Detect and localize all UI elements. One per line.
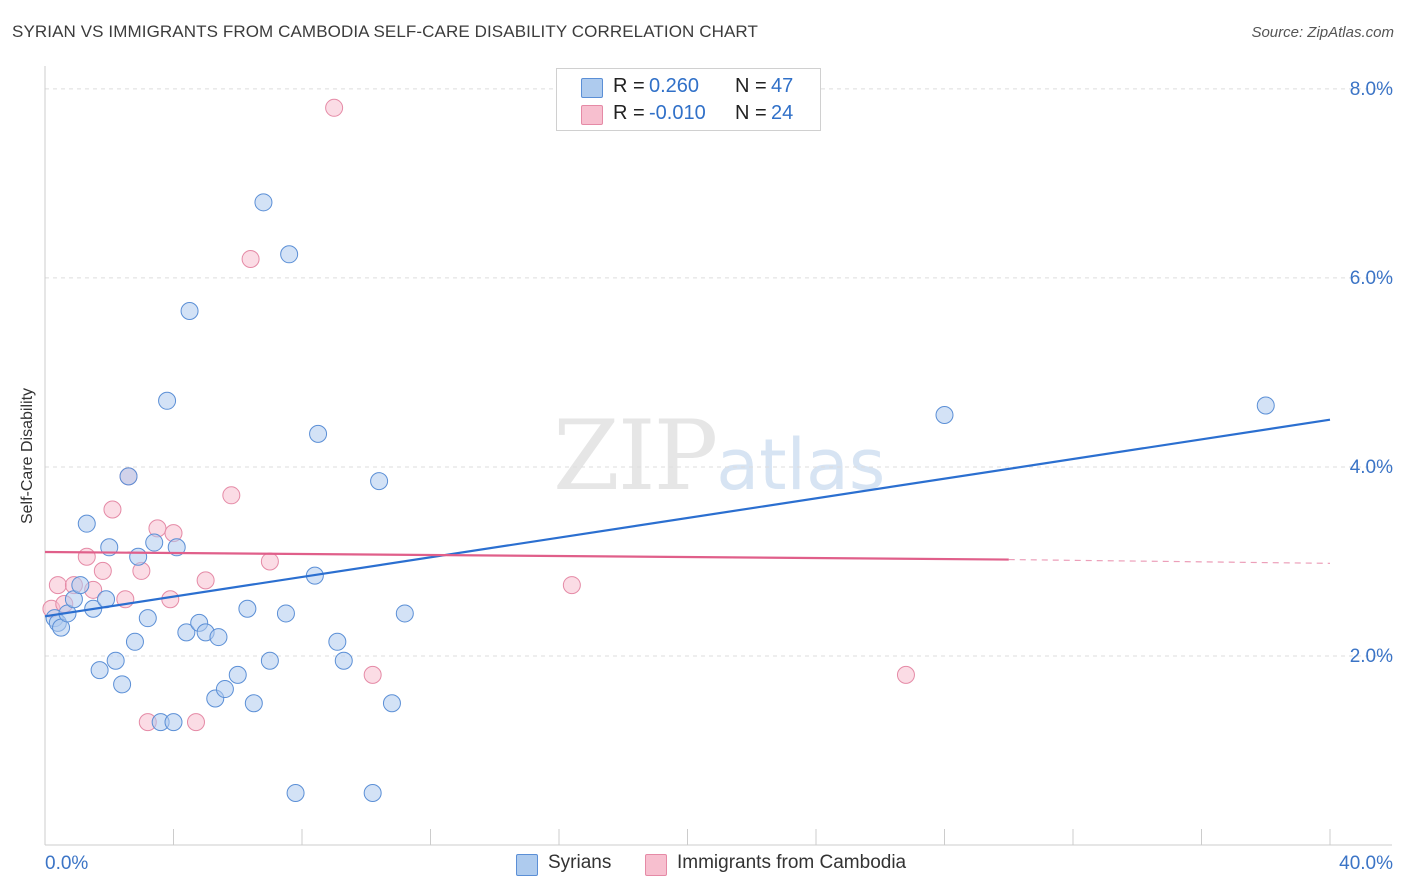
n-label: N = — [735, 102, 767, 124]
x-tick-label: 40.0% — [1339, 853, 1393, 874]
syrians-swatch — [516, 854, 538, 876]
cambodia-point — [77, 547, 96, 566]
cambodia-point — [103, 500, 122, 519]
syrians-trend-line — [44, 418, 1331, 618]
r-label: R = — [613, 75, 645, 97]
cambodia-point — [222, 486, 241, 505]
syrians-point — [370, 472, 389, 491]
cambodia-point — [363, 665, 382, 684]
r-value: 0.260 — [649, 75, 700, 97]
cambodia-trend-extension — [1008, 558, 1331, 564]
cambodia-point — [93, 561, 112, 580]
r-value: -0.010 — [649, 102, 706, 124]
syrians-point — [125, 632, 144, 651]
syrians-point — [334, 651, 353, 670]
y-tick-label: 6.0% — [1350, 268, 1393, 289]
cambodia-point — [325, 98, 344, 117]
syrians-point — [280, 245, 299, 264]
watermark-zip: ZIP — [553, 400, 718, 512]
correlation-legend: R = 0.260 N = 47 R = -0.010 N = 24 — [556, 68, 821, 131]
cambodia-point — [186, 713, 205, 732]
syrians-point — [138, 609, 157, 628]
legend-label: Immigrants from Cambodia — [677, 852, 907, 873]
syrians-point — [113, 675, 132, 694]
n-value: 47 — [771, 75, 794, 97]
syrians-point — [129, 547, 148, 566]
syrians-point — [77, 514, 96, 533]
syrians-point — [286, 784, 305, 803]
series-legend: Syrians Immigrants from Cambodia — [0, 852, 1406, 878]
legend-label: Syrians — [548, 852, 612, 873]
syrians-point — [119, 467, 138, 486]
syrians-point — [276, 604, 295, 623]
source-label: Source: ZipAtlas.com — [1251, 24, 1394, 41]
cambodia-point — [48, 576, 67, 595]
cambodia-point — [896, 665, 915, 684]
n-label: N = — [735, 75, 767, 97]
cambodia-swatch — [645, 854, 667, 876]
syrians-point — [935, 405, 954, 424]
syrians-point — [254, 193, 273, 212]
n-value: 24 — [771, 102, 794, 124]
syrians-point — [209, 628, 228, 647]
syrians-point — [328, 632, 347, 651]
y-tick-label: 8.0% — [1350, 79, 1393, 100]
syrians-point — [309, 424, 328, 443]
cambodia-point — [241, 250, 260, 269]
y-tick-label: 2.0% — [1350, 646, 1393, 667]
cambodia-trend-line — [44, 550, 1009, 561]
syrians-point — [145, 533, 164, 552]
cambodia-point — [562, 576, 581, 595]
syrians-point — [71, 576, 90, 595]
syrians-point — [238, 599, 257, 618]
syrians-point — [90, 661, 109, 680]
syrians-point — [215, 680, 234, 699]
cambodia-point — [161, 590, 180, 609]
syrians-swatch — [581, 78, 603, 98]
syrians-point — [363, 784, 382, 803]
syrians-point — [164, 713, 183, 732]
cambodia-point — [260, 552, 279, 571]
syrians-point — [260, 651, 279, 670]
syrians-point — [167, 538, 186, 557]
cambodia-point — [196, 571, 215, 590]
syrians-point — [382, 694, 401, 713]
cambodia-swatch — [581, 105, 603, 125]
x-tick-label: 0.0% — [45, 853, 88, 874]
syrians-point — [106, 651, 125, 670]
watermark: ZIPatlas — [553, 400, 885, 512]
chart-title: SYRIAN VS IMMIGRANTS FROM CAMBODIA SELF-… — [12, 22, 758, 41]
syrians-point — [1256, 396, 1275, 415]
y-tick-label: 4.0% — [1350, 457, 1393, 478]
syrians-point — [180, 302, 199, 321]
syrians-point — [228, 665, 247, 684]
r-label: R = — [613, 102, 645, 124]
syrians-point — [177, 623, 196, 642]
syrians-point — [244, 694, 263, 713]
syrians-point — [158, 391, 177, 410]
syrians-point — [395, 604, 414, 623]
